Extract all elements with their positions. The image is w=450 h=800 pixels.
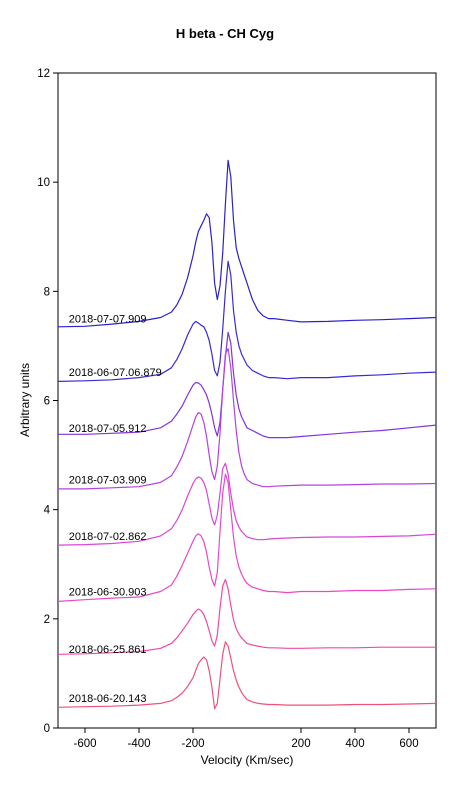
y-tick-label: 2: [44, 614, 50, 626]
x-tick-label: 600: [399, 738, 418, 750]
y-axis: 0 2 4 6 8 10 12: [37, 68, 58, 735]
x-axis-label: Velocity (Km/sec): [201, 753, 294, 767]
series-label: 2018-07-07.909: [69, 314, 147, 326]
x-axis: -600 -400 -200 200 400 600: [73, 728, 419, 750]
series-label: 2018-06-20.143: [69, 693, 147, 705]
x-tick-label: -400: [127, 738, 150, 750]
series-line: [58, 348, 437, 490]
y-axis-label: Arbitrary units: [18, 363, 32, 437]
series-labels: 2018-07-07.909 2018-06-07.06.879 2018-07-0…: [69, 314, 162, 705]
y-tick-label: 4: [44, 505, 51, 517]
series-line: [57, 578, 436, 655]
series-group: [57, 159, 437, 710]
chart-title: H beta - CH Cyg: [176, 26, 274, 41]
x-tick-label: -600: [73, 738, 96, 750]
y-tick-label: 6: [44, 396, 50, 408]
series-line: [57, 462, 437, 546]
y-tick-label: 12: [37, 68, 50, 80]
series-label: 2018-07-03.909: [69, 475, 147, 487]
series-line: [57, 641, 437, 710]
y-tick-label: 8: [44, 286, 50, 298]
x-tick-label: -200: [181, 738, 204, 750]
x-tick-label: 200: [291, 738, 310, 750]
series-label: 2018-06-25.861: [69, 644, 147, 656]
y-tick-label: 0: [44, 723, 50, 735]
x-tick-label: 400: [345, 738, 364, 750]
plot-frame: [57, 72, 437, 729]
series-line: [57, 260, 437, 382]
series-label: 2018-07-05.912: [69, 423, 147, 435]
series-line: [57, 159, 437, 328]
y-tick-label: 10: [37, 177, 50, 189]
series-line: [57, 473, 437, 602]
series-label: 2018-07-02.862: [69, 531, 147, 543]
series-label: 2018-06-07.06.879: [69, 367, 162, 379]
series-label: 2018-06-30.903: [69, 587, 147, 599]
